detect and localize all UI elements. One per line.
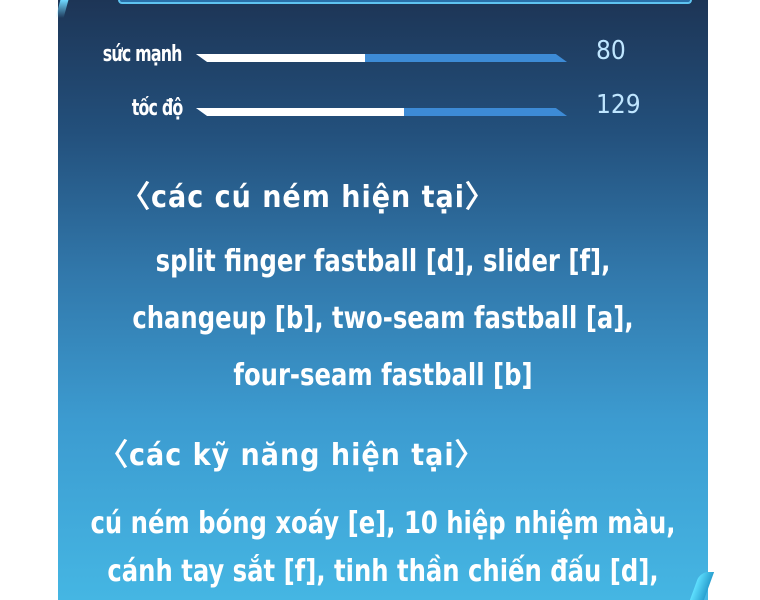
corner-decoration	[55, 0, 69, 18]
stat-strength: sức mạnh 80	[58, 36, 708, 72]
stat-bar-fill	[196, 108, 404, 116]
stat-value: 129	[596, 90, 641, 120]
top-frame-bar	[118, 0, 692, 4]
pitches-list: split finger fastball [d], slider [f], c…	[91, 233, 676, 404]
status-window: sức mạnh 80 tốc độ 129 〈các cú ném hiện …	[55, 0, 708, 600]
stat-bar	[196, 54, 567, 62]
stat-label: sức mạnh	[103, 42, 183, 67]
skills-list: cú ném bóng xoáy [e], 10 hiệp nhiệm màu,…	[91, 500, 676, 596]
pitches-line: four-seam fastball [b]	[233, 358, 533, 393]
skills-line: cánh tay sắt [f], tinh thần chiến đấu [d…	[107, 554, 659, 589]
pitches-line: changeup [b], two-seam fastball [a],	[132, 301, 634, 336]
stat-bar	[196, 108, 567, 116]
pitches-line: split finger fastball [d], slider [f],	[155, 244, 611, 279]
stat-bar-fill	[196, 54, 365, 62]
stat-speed: tốc độ 129	[58, 90, 708, 126]
skills-line: cú ném bóng xoáy [e], 10 hiệp nhiệm màu,	[90, 506, 676, 541]
skills-heading: 〈các kỹ năng hiện tại〉	[98, 438, 486, 473]
pitches-heading: 〈các cú ném hiện tại〉	[120, 180, 496, 215]
stat-label: tốc độ	[131, 96, 183, 121]
stat-value: 80	[596, 36, 626, 66]
